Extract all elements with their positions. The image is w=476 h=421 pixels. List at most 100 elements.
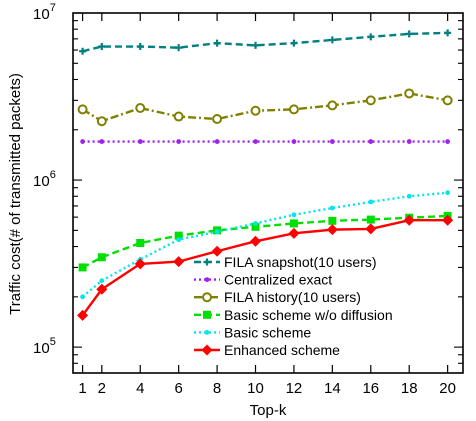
legend-swatch-marker bbox=[201, 344, 213, 356]
legend-swatch-marker bbox=[203, 310, 211, 319]
x-tick-label: 10 bbox=[247, 380, 264, 397]
data-point bbox=[214, 139, 220, 144]
x-tick-label: 1 bbox=[78, 380, 86, 397]
legend: FILA snapshot(10 users) Centralized exact… bbox=[194, 254, 393, 358]
x-tick-label: 18 bbox=[401, 380, 418, 397]
legend-label: Centralized exact bbox=[224, 272, 332, 288]
data-point bbox=[77, 104, 88, 115]
data-point bbox=[211, 245, 223, 257]
x-tick-label: 20 bbox=[439, 380, 456, 397]
data-point bbox=[289, 219, 298, 228]
data-point bbox=[253, 139, 258, 144]
legend-item: Centralized exact bbox=[194, 272, 332, 288]
data-point bbox=[327, 100, 338, 111]
y-tick-label: 107 bbox=[33, 2, 56, 23]
legend-item: FILA snapshot(10 users) bbox=[194, 254, 377, 270]
x-tick-label: 2 bbox=[98, 380, 106, 397]
x-axis-label: Top-k bbox=[250, 402, 287, 419]
series-5 bbox=[77, 214, 454, 321]
data-point bbox=[250, 105, 261, 116]
data-point bbox=[326, 224, 338, 236]
x-tick-label: 4 bbox=[136, 380, 144, 397]
data-point bbox=[80, 139, 86, 144]
data-point bbox=[288, 104, 299, 115]
data-point bbox=[291, 212, 297, 218]
series-line bbox=[82, 31, 448, 53]
data-point bbox=[212, 114, 223, 125]
data-point bbox=[99, 278, 105, 284]
data-point bbox=[445, 190, 451, 196]
legend-label: Basic scheme w/o diffusion bbox=[224, 307, 393, 323]
legend-swatch-marker bbox=[203, 258, 211, 266]
data-point bbox=[405, 30, 413, 38]
data-point bbox=[98, 43, 106, 51]
series-2 bbox=[77, 88, 453, 127]
data-point bbox=[96, 283, 108, 295]
x-tick-label: 8 bbox=[213, 380, 221, 397]
data-point bbox=[328, 36, 336, 44]
data-point bbox=[288, 227, 300, 239]
data-point bbox=[291, 139, 297, 144]
data-point bbox=[329, 139, 335, 144]
data-point bbox=[213, 39, 221, 47]
legend-label: Basic scheme bbox=[224, 324, 311, 340]
series-0 bbox=[79, 29, 452, 55]
series-4 bbox=[80, 190, 451, 300]
data-point bbox=[368, 139, 374, 144]
legend-swatch-marker bbox=[204, 277, 210, 282]
legend-item: Enhanced scheme bbox=[194, 342, 340, 358]
data-point bbox=[252, 41, 260, 49]
data-point bbox=[136, 43, 144, 51]
legend-label: FILA snapshot(10 users) bbox=[224, 254, 377, 270]
legend-swatch-marker bbox=[204, 330, 210, 335]
plot-frame bbox=[72, 12, 464, 374]
data-point bbox=[368, 199, 374, 205]
legend-item: Basic scheme w/o diffusion bbox=[194, 307, 393, 323]
data-point bbox=[175, 44, 183, 52]
x-tick-label: 14 bbox=[324, 380, 341, 397]
legend-label: Enhanced scheme bbox=[224, 342, 340, 358]
legend-item: Basic scheme bbox=[194, 324, 311, 340]
x-tick-label: 16 bbox=[362, 380, 379, 397]
legend-swatch-marker bbox=[202, 292, 212, 303]
data-point bbox=[78, 263, 87, 272]
data-point bbox=[77, 309, 89, 321]
data-point bbox=[290, 39, 298, 47]
data-point bbox=[96, 116, 107, 127]
data-point bbox=[80, 294, 86, 300]
data-point bbox=[137, 139, 143, 144]
y-tick-label: 106 bbox=[33, 169, 56, 190]
data-point bbox=[135, 102, 146, 113]
series-1 bbox=[80, 139, 451, 144]
data-point bbox=[404, 88, 415, 99]
data-point bbox=[406, 193, 412, 199]
data-point bbox=[174, 231, 183, 240]
legend-label: FILA history(10 users) bbox=[224, 289, 361, 305]
y-tick-label: 105 bbox=[33, 336, 56, 357]
data-point bbox=[366, 215, 375, 224]
data-point bbox=[251, 222, 260, 231]
data-point bbox=[442, 214, 454, 226]
data-point bbox=[365, 95, 376, 106]
data-point bbox=[403, 214, 415, 226]
data-point bbox=[406, 139, 412, 144]
x-tick-label: 6 bbox=[174, 380, 182, 397]
data-point bbox=[253, 221, 258, 226]
data-point bbox=[328, 216, 337, 225]
data-point bbox=[173, 111, 184, 122]
data-point bbox=[365, 223, 377, 235]
data-point bbox=[444, 29, 452, 37]
data-point bbox=[329, 205, 335, 211]
data-point bbox=[136, 239, 145, 248]
data-point bbox=[367, 33, 375, 41]
data-point bbox=[134, 258, 146, 270]
data-point bbox=[99, 139, 105, 144]
x-tick-label: 12 bbox=[286, 380, 303, 397]
data-point bbox=[173, 256, 185, 268]
data-point bbox=[79, 47, 87, 55]
legend-item: FILA history(10 users) bbox=[194, 289, 361, 305]
data-point bbox=[250, 235, 262, 247]
data-point bbox=[176, 237, 182, 243]
